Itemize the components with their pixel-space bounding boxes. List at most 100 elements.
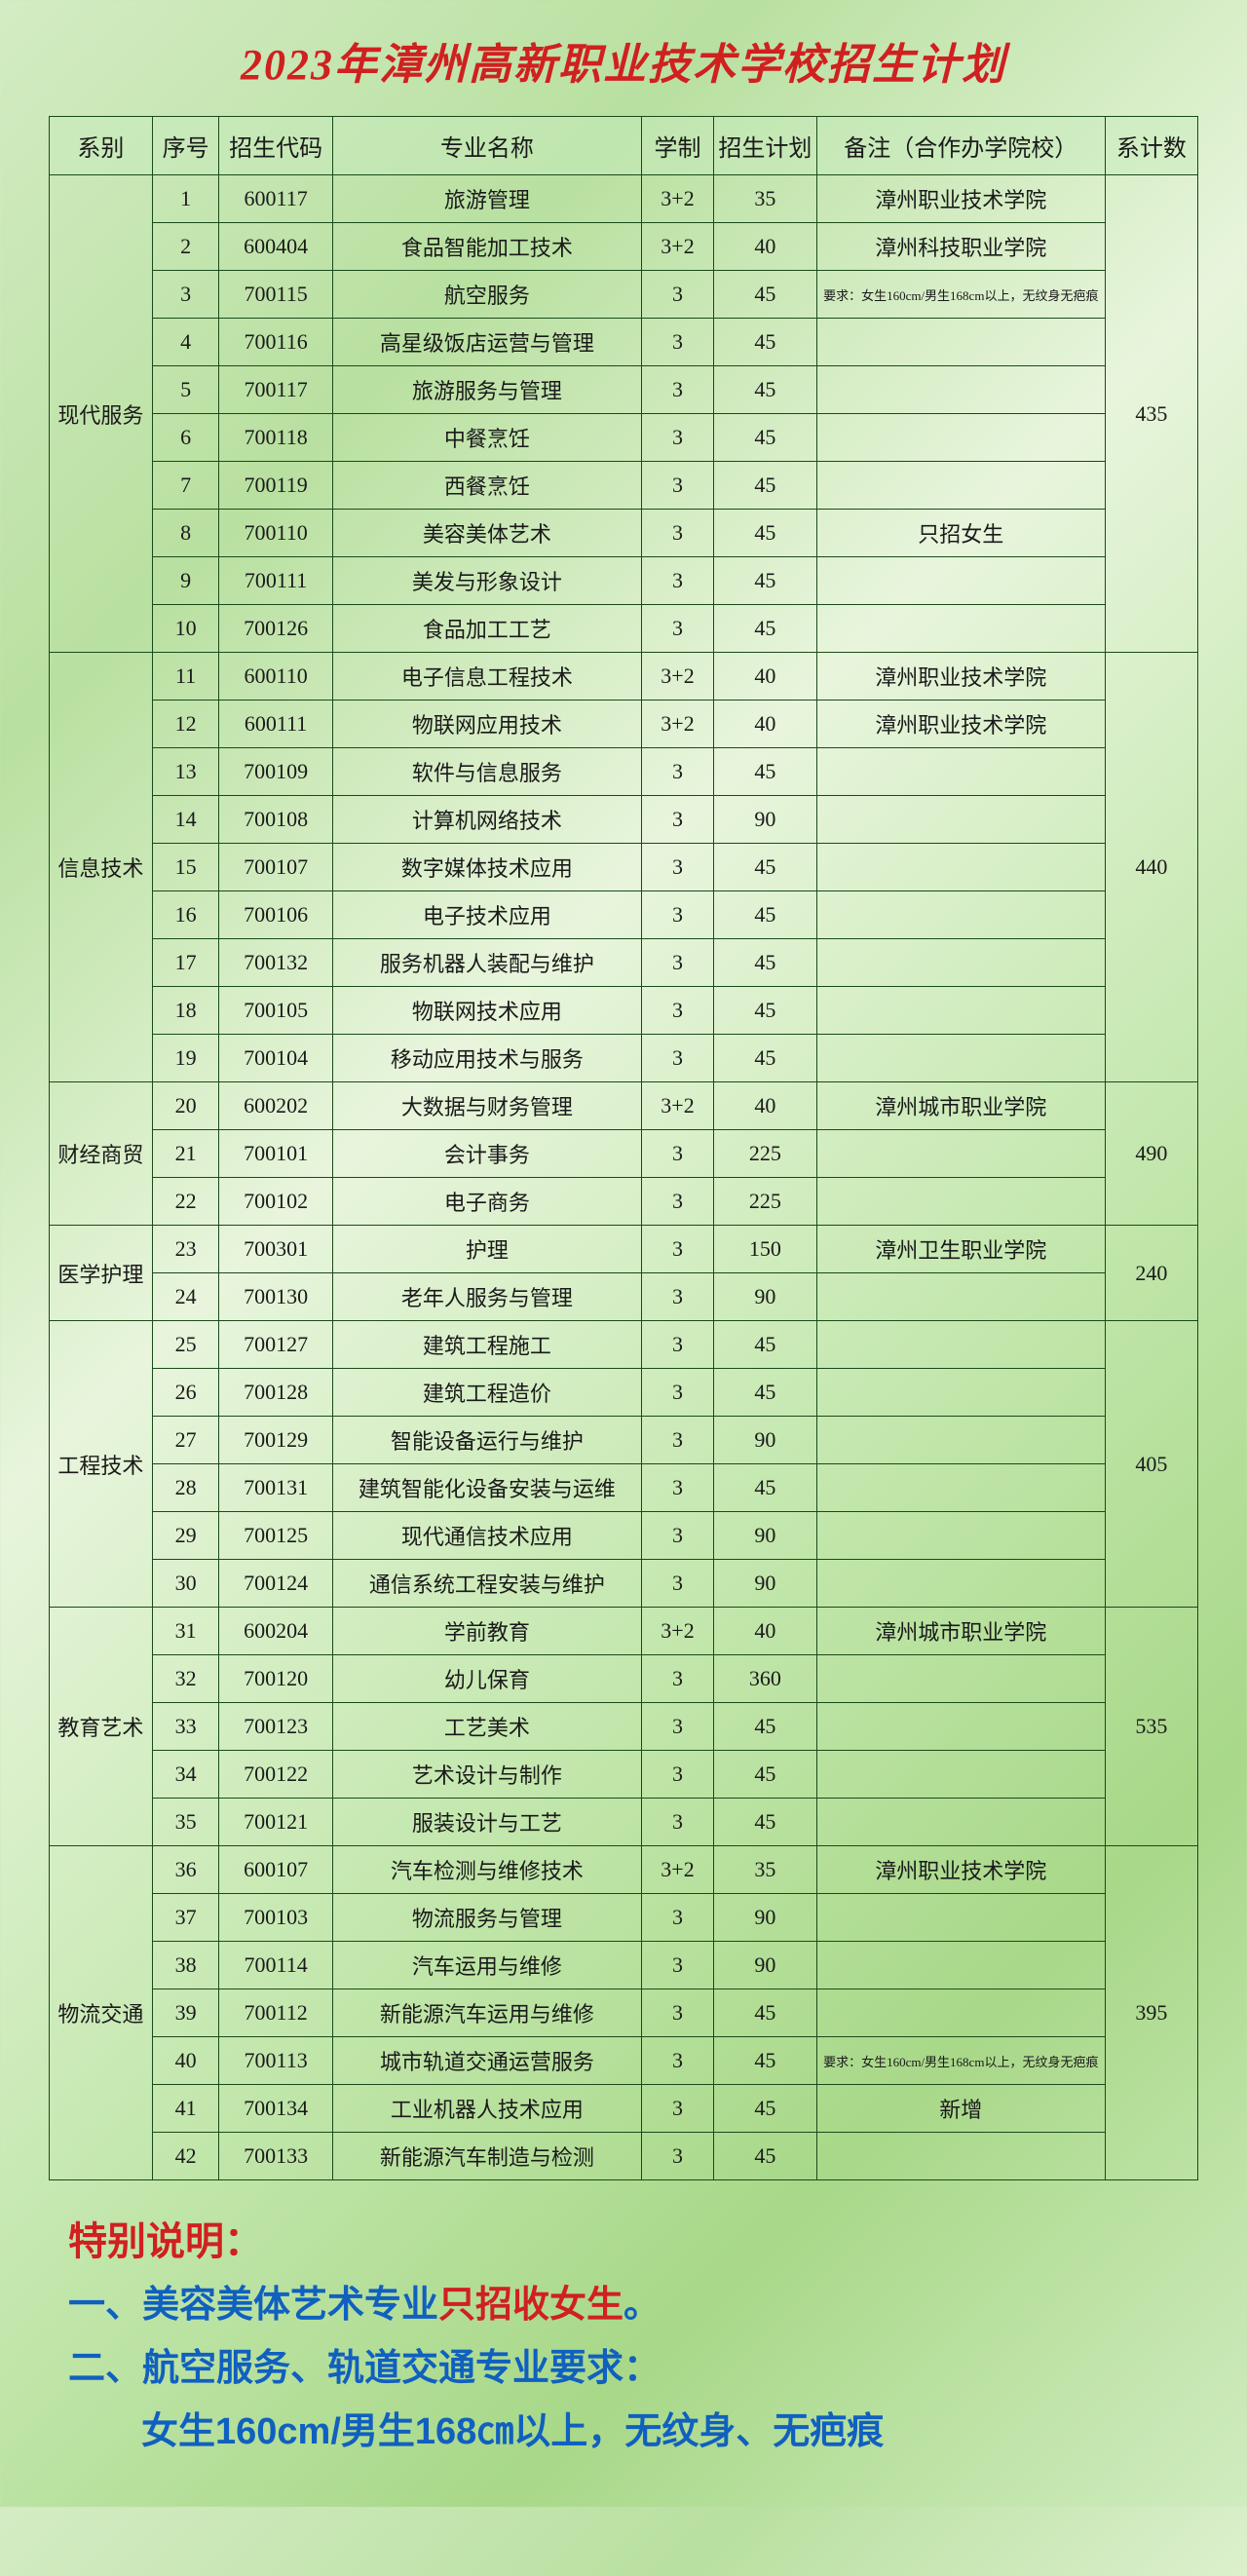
cell-dur: 3 bbox=[641, 796, 713, 844]
total-cell: 535 bbox=[1105, 1608, 1197, 1846]
cell-code: 700104 bbox=[219, 1035, 332, 1082]
cell-dur: 3+2 bbox=[641, 1608, 713, 1655]
table-row: 38700114汽车运用与维修390 bbox=[50, 1942, 1198, 1989]
cell-seq: 27 bbox=[152, 1417, 219, 1464]
header-plan: 招生计划 bbox=[714, 117, 817, 175]
cell-note bbox=[816, 748, 1105, 796]
cell-code: 600117 bbox=[219, 175, 332, 223]
cell-plan: 45 bbox=[714, 1989, 817, 2037]
cell-seq: 32 bbox=[152, 1655, 219, 1703]
table-row: 22700102电子商务3225 bbox=[50, 1178, 1198, 1226]
cell-name: 工业机器人技术应用 bbox=[332, 2085, 641, 2133]
cell-name: 建筑工程造价 bbox=[332, 1369, 641, 1417]
cell-code: 700122 bbox=[219, 1751, 332, 1799]
cell-note: 漳州城市职业学院 bbox=[816, 1082, 1105, 1130]
cell-dur: 3 bbox=[641, 939, 713, 987]
header-code: 招生代码 bbox=[219, 117, 332, 175]
cell-seq: 37 bbox=[152, 1894, 219, 1942]
header-dept: 系别 bbox=[50, 117, 153, 175]
cell-plan: 35 bbox=[714, 175, 817, 223]
cell-seq: 42 bbox=[152, 2133, 219, 2180]
cell-dur: 3 bbox=[641, 1035, 713, 1082]
cell-note bbox=[816, 1273, 1105, 1321]
cell-dur: 3+2 bbox=[641, 1082, 713, 1130]
cell-plan: 45 bbox=[714, 1751, 817, 1799]
cell-name: 中餐烹饪 bbox=[332, 414, 641, 462]
cell-note bbox=[816, 1417, 1105, 1464]
cell-seq: 25 bbox=[152, 1321, 219, 1369]
cell-code: 700115 bbox=[219, 271, 332, 319]
cell-dur: 3 bbox=[641, 1751, 713, 1799]
cell-dur: 3 bbox=[641, 366, 713, 414]
table-row: 19700104移动应用技术与服务345 bbox=[50, 1035, 1198, 1082]
cell-seq: 34 bbox=[152, 1751, 219, 1799]
cell-plan: 45 bbox=[714, 557, 817, 605]
table-row: 16700106电子技术应用345 bbox=[50, 891, 1198, 939]
total-cell: 490 bbox=[1105, 1082, 1197, 1226]
cell-seq: 22 bbox=[152, 1178, 219, 1226]
cell-dur: 3 bbox=[641, 1178, 713, 1226]
cell-code: 700120 bbox=[219, 1655, 332, 1703]
table-row: 39700112新能源汽车运用与维修345 bbox=[50, 1989, 1198, 2037]
dept-cell: 现代服务 bbox=[50, 175, 153, 653]
cell-name: 食品智能加工技术 bbox=[332, 223, 641, 271]
table-row: 8700110美容美体艺术345只招女生 bbox=[50, 510, 1198, 557]
cell-dur: 3 bbox=[641, 1512, 713, 1560]
cell-note bbox=[816, 1035, 1105, 1082]
cell-code: 700102 bbox=[219, 1178, 332, 1226]
table-row: 32700120幼儿保育3360 bbox=[50, 1655, 1198, 1703]
cell-name: 大数据与财务管理 bbox=[332, 1082, 641, 1130]
cell-plan: 45 bbox=[714, 1799, 817, 1846]
cell-code: 700110 bbox=[219, 510, 332, 557]
cell-seq: 5 bbox=[152, 366, 219, 414]
cell-plan: 45 bbox=[714, 1321, 817, 1369]
cell-plan: 90 bbox=[714, 1942, 817, 1989]
table-row: 37700103物流服务与管理390 bbox=[50, 1894, 1198, 1942]
cell-seq: 29 bbox=[152, 1512, 219, 1560]
cell-name: 护理 bbox=[332, 1226, 641, 1273]
cell-dur: 3+2 bbox=[641, 223, 713, 271]
cell-seq: 33 bbox=[152, 1703, 219, 1751]
cell-code: 700133 bbox=[219, 2133, 332, 2180]
notes-line-3: 女生160cm/男生168㎝以上，无纹身、无疤痕 bbox=[68, 2405, 1198, 2460]
cell-code: 600111 bbox=[219, 701, 332, 748]
cell-note bbox=[816, 1751, 1105, 1799]
cell-plan: 90 bbox=[714, 796, 817, 844]
cell-dur: 3 bbox=[641, 1130, 713, 1178]
cell-plan: 150 bbox=[714, 1226, 817, 1273]
cell-seq: 11 bbox=[152, 653, 219, 701]
total-cell: 395 bbox=[1105, 1846, 1197, 2180]
table-row: 9700111美发与形象设计345 bbox=[50, 557, 1198, 605]
cell-code: 700117 bbox=[219, 366, 332, 414]
cell-note: 漳州职业技术学院 bbox=[816, 175, 1105, 223]
cell-note bbox=[816, 1989, 1105, 2037]
table-row: 21700101会计事务3225 bbox=[50, 1130, 1198, 1178]
total-cell: 435 bbox=[1105, 175, 1197, 653]
cell-dur: 3 bbox=[641, 605, 713, 653]
cell-plan: 40 bbox=[714, 223, 817, 271]
cell-dur: 3 bbox=[641, 2037, 713, 2085]
cell-name: 物联网应用技术 bbox=[332, 701, 641, 748]
cell-plan: 90 bbox=[714, 1894, 817, 1942]
cell-dur: 3 bbox=[641, 557, 713, 605]
notes-title: 特别说明： bbox=[68, 2210, 1198, 2266]
cell-code: 600110 bbox=[219, 653, 332, 701]
cell-code: 700109 bbox=[219, 748, 332, 796]
table-row: 33700123工艺美术345 bbox=[50, 1703, 1198, 1751]
cell-plan: 45 bbox=[714, 366, 817, 414]
cell-note bbox=[816, 1178, 1105, 1226]
cell-note bbox=[816, 605, 1105, 653]
cell-seq: 8 bbox=[152, 510, 219, 557]
cell-plan: 45 bbox=[714, 2037, 817, 2085]
cell-name: 幼儿保育 bbox=[332, 1655, 641, 1703]
cell-dur: 3 bbox=[641, 1799, 713, 1846]
cell-seq: 18 bbox=[152, 987, 219, 1035]
cell-code: 700125 bbox=[219, 1512, 332, 1560]
cell-name: 美发与形象设计 bbox=[332, 557, 641, 605]
cell-name: 新能源汽车运用与维修 bbox=[332, 1989, 641, 2037]
cell-plan: 45 bbox=[714, 1703, 817, 1751]
cell-name: 电子信息工程技术 bbox=[332, 653, 641, 701]
cell-note bbox=[816, 1560, 1105, 1608]
table-row: 工程技术25700127建筑工程施工345405 bbox=[50, 1321, 1198, 1369]
cell-name: 通信系统工程安装与维护 bbox=[332, 1560, 641, 1608]
